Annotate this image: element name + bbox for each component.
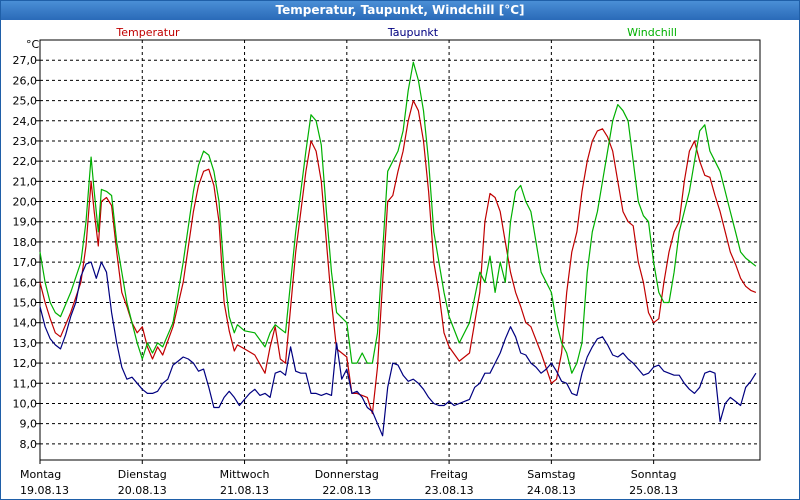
y-tick-label: 12,0 — [13, 357, 38, 370]
y-tick-label: 24,0 — [13, 115, 38, 128]
y-tick-label: 15,0 — [13, 297, 38, 310]
y-tick-label: 11,0 — [13, 377, 38, 390]
y-tick-label: 23,0 — [13, 135, 38, 148]
x-tick-date: 21.08.13 — [220, 484, 269, 497]
y-tick-label: 16,0 — [13, 276, 38, 289]
x-tick-date: 22.08.13 — [322, 484, 371, 497]
series-line-taupunkt — [39, 261, 757, 437]
series-line-windchill — [39, 61, 757, 374]
y-tick-label: 27,0 — [13, 54, 38, 67]
x-tick-day: Dienstag — [118, 468, 167, 481]
legend-label-taupunkt: Taupunkt — [387, 26, 439, 39]
x-tick-date: 25.08.13 — [629, 484, 678, 497]
y-tick-label: 19,0 — [13, 216, 38, 229]
x-axis: Montag 19.08.13 Dienstag 20.08.13 Mittwoch 21… — [20, 460, 678, 497]
x-tick-day: Donnerstag — [315, 468, 379, 481]
grid — [40, 40, 760, 460]
plot-frame — [39, 39, 761, 461]
x-tick-day: Mittwoch — [220, 468, 270, 481]
legend: Temperatur Taupunkt Windchill — [115, 26, 677, 39]
x-tick-day: Freitag — [430, 468, 468, 481]
x-tick-date: 23.08.13 — [425, 484, 474, 497]
x-tick-day: Sonntag — [631, 468, 677, 481]
series-line-temperatur — [39, 99, 757, 415]
y-tick-label: 8,0 — [20, 438, 38, 451]
y-axis: 8,0 9,0 10,0 11,0 12,0 13,0 14,0 15,0 16,0 17,0 18… — [13, 54, 40, 451]
x-tick-day: Montag — [20, 468, 61, 481]
y-tick-label: 18,0 — [13, 236, 38, 249]
y-tick-label: 13,0 — [13, 337, 38, 350]
y-tick-label: 22,0 — [13, 155, 38, 168]
y-tick-label: 26,0 — [13, 74, 38, 87]
x-tick-date: 20.08.13 — [118, 484, 167, 497]
y-tick-label: 10,0 — [13, 397, 38, 410]
series-lines — [39, 61, 757, 437]
y-tick-label: 14,0 — [13, 317, 38, 330]
x-tick-date: 19.08.13 — [20, 484, 69, 497]
y-tick-label: 17,0 — [13, 256, 38, 269]
legend-label-windchill: Windchill — [627, 26, 677, 39]
legend-label-temperatur: Temperatur — [115, 26, 180, 39]
y-tick-label: 20,0 — [13, 196, 38, 209]
window-title: Temperatur, Taupunkt, Windchill [°C] — [1, 1, 799, 20]
y-tick-label: 21,0 — [13, 175, 38, 188]
x-tick-day: Samstag — [527, 468, 575, 481]
y-tick-label: 9,0 — [20, 418, 38, 431]
y-tick-label: 25,0 — [13, 95, 38, 108]
y-axis-unit-label: °C — [26, 38, 40, 51]
x-tick-date: 24.08.13 — [527, 484, 576, 497]
